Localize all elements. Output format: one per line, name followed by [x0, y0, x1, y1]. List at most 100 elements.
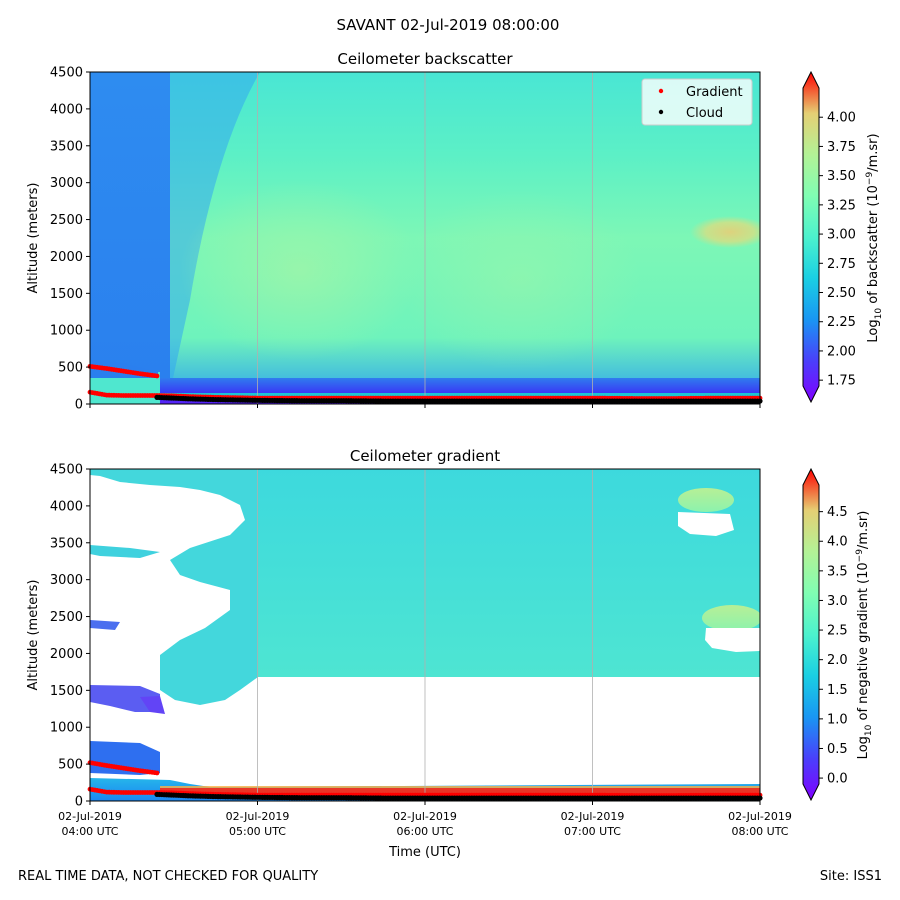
- cloud-point: [210, 793, 216, 800]
- x-tick-label-date: 02-Jul-2019: [561, 810, 625, 823]
- y-tick-label: 2000: [50, 647, 83, 662]
- colorbar-tick-label: 3.0: [827, 594, 848, 609]
- cloud-point: [419, 795, 426, 801]
- legend-entry-cloud: Cloud: [686, 106, 723, 121]
- cloud-point: [545, 398, 551, 404]
- cloud-point: [252, 794, 258, 800]
- cloud-point: [252, 397, 258, 403]
- colorbar-tick-label: 2.75: [827, 257, 856, 272]
- figure-title: SAVANT 02-Jul-2019 08:00:00: [337, 16, 560, 34]
- y-tick-label: 4000: [50, 499, 83, 514]
- cloud-point: [713, 795, 719, 801]
- y-tick-label: 1000: [50, 721, 83, 736]
- colorbar-tick-label: 2.0: [827, 653, 848, 668]
- cloud-point: [168, 395, 174, 401]
- colorbar-ticks: 1.75 2.00 2.25 2.50 2.75 3.00 3.25 3.50 3.75 4.00: [819, 111, 856, 389]
- cloud-point: [336, 795, 342, 801]
- y-tick-label: 1500: [50, 287, 83, 302]
- cloud-point: [419, 398, 426, 404]
- quality-disclaimer: REAL TIME DATA, NOT CHECKED FOR QUALITY: [18, 869, 319, 884]
- colorbar-tick-label: 0.0: [827, 772, 848, 787]
- colorbar: 0.0 0.5 1.0 1.5 2.0 2.5 3.0 3.5 4.0 4.5 Log10 of …: [802, 467, 874, 802]
- chart-title: Ceilometer backscatter: [337, 50, 513, 68]
- colorbar-tick-label: 3.25: [827, 198, 856, 213]
- series-markers: [87, 363, 763, 404]
- x-tick-label-date: 02-Jul-2019: [226, 810, 290, 823]
- colorbar: 1.75 2.00 2.25 2.50 2.75 3.00 3.25 3.50 3.75 4.00…: [802, 70, 884, 404]
- gradient-point: [135, 370, 141, 376]
- colorbar-tick-label: 2.5: [827, 624, 848, 639]
- site-label: Site: ISS1: [819, 869, 882, 884]
- legend: Gradient Cloud: [641, 78, 753, 126]
- colorbar-label: Log10 of backscatter (10−9/m.sr): [865, 133, 884, 342]
- series-markers: [87, 760, 763, 801]
- y-axis-label: Altitude (meters): [26, 580, 41, 691]
- x-tick-label-time: 06:00 UTC: [396, 825, 453, 838]
- cloud-point: [168, 792, 174, 798]
- gradient-point: [101, 392, 107, 398]
- y-tick-label: 0: [75, 398, 83, 413]
- legend-entry-gradient: Gradient: [686, 85, 743, 100]
- colorbar-ticks: 0.0 0.5 1.0 1.5 2.0 2.5 3.0 3.5 4.0 4.5: [819, 505, 848, 787]
- x-axis-ticks: [89, 404, 761, 408]
- cloud-point: [587, 398, 593, 404]
- y-tick-label: 3500: [50, 536, 83, 551]
- legend-box: [641, 78, 753, 126]
- cloud-point: [378, 795, 384, 801]
- y-tick-label: 3000: [50, 573, 83, 588]
- cloud-point: [545, 795, 551, 801]
- colorbar-tick-label: 1.0: [827, 712, 848, 727]
- cloud-point: [378, 398, 384, 404]
- colorbar-tick-label: 2.50: [827, 286, 856, 301]
- x-axis-ticks: 02-Jul-2019 04:00 UTC 02-Jul-2019 05:00 UTC…: [58, 801, 792, 838]
- y-tick-label: 2500: [50, 610, 83, 625]
- cloud-point: [461, 398, 468, 404]
- gradient-point: [135, 393, 141, 398]
- y-axis-label: Altitude (meters): [26, 183, 41, 294]
- cloud-point: [461, 795, 468, 801]
- gradient-point: [101, 762, 107, 768]
- cloud-point: [671, 795, 677, 801]
- colorbar-tick-label: 0.5: [827, 742, 848, 757]
- x-gridlines: [257, 72, 593, 404]
- y-tick-label: 4500: [50, 463, 83, 478]
- colorbar-tick-label: 4.5: [827, 505, 848, 520]
- gradient-point: [152, 770, 158, 776]
- gradient-point: [101, 789, 107, 795]
- colorbar-tick-label: 1.5: [827, 683, 848, 698]
- cloud-point: [629, 795, 635, 801]
- gradient-point: [135, 767, 141, 773]
- cloud-point: [185, 396, 191, 402]
- x-tick-label-time: 07:00 UTC: [564, 825, 621, 838]
- y-tick-label: 4000: [50, 102, 83, 117]
- chart-title: Ceilometer gradient: [350, 447, 500, 465]
- cloud-point: [587, 795, 593, 801]
- y-tick-label: 1500: [50, 684, 83, 699]
- cloud-point: [503, 398, 509, 404]
- y-axis-ticks: 0 500 1000 1500 2000 2500 3000 3500 4000 4500: [50, 463, 90, 810]
- cloud-point: [336, 398, 342, 404]
- legend-gradient-marker: [658, 88, 664, 94]
- cloud-point: [754, 795, 761, 801]
- x-gridlines: [257, 469, 593, 801]
- gradient-point: [118, 393, 124, 398]
- colorbar-tick-label: 3.5: [827, 564, 848, 579]
- legend-cloud-marker: [658, 109, 664, 115]
- gradient-point: [118, 368, 124, 374]
- x-tick-label-date: 02-Jul-2019: [728, 810, 792, 823]
- colorbar-bar: [802, 70, 820, 404]
- x-tick-label-time: 05:00 UTC: [229, 825, 286, 838]
- backscatter-panel: Ceilometer backscatter 0 500 1000 1500 2000 2…: [26, 50, 884, 413]
- colorbar-tick-label: 3.50: [827, 169, 856, 184]
- gradient-point: [118, 765, 124, 771]
- cloud-point: [294, 795, 300, 801]
- gradient-point: [135, 790, 141, 795]
- y-tick-label: 3000: [50, 176, 83, 191]
- colorbar-tick-label: 4.00: [827, 111, 856, 126]
- colorbar-tick-label: 3.75: [827, 140, 856, 155]
- y-tick-label: 500: [58, 361, 83, 376]
- colorbar-tick-label: 2.25: [827, 315, 856, 330]
- colorbar-tick-label: 1.75: [827, 374, 856, 389]
